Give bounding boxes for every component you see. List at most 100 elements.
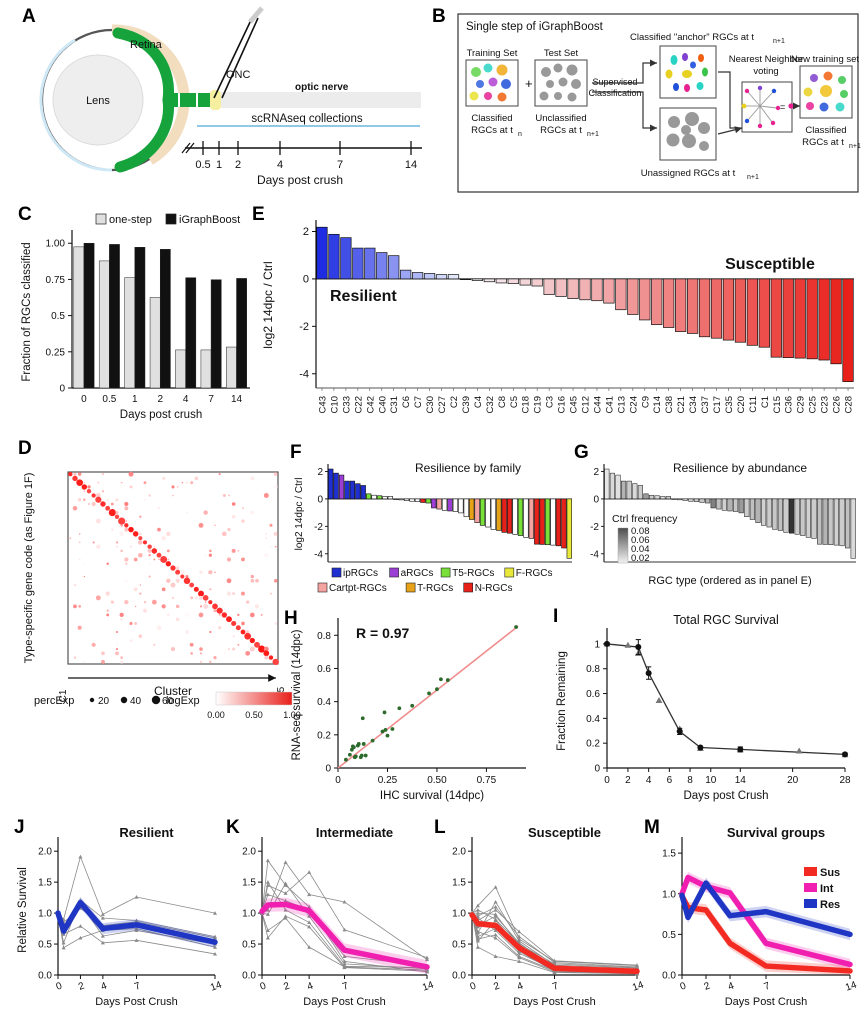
f-bar-41 xyxy=(550,498,556,546)
panel-i-label: I xyxy=(553,606,559,627)
d-colorbar-tick-0.00: 0.00 xyxy=(207,710,225,720)
f-legend-label-F-RGCs: F-RGCs xyxy=(516,568,553,579)
d-dot xyxy=(232,635,235,638)
e-xtick-label-C5: C5 xyxy=(509,396,520,408)
h-point-11 xyxy=(360,716,365,721)
e-bar-C36 xyxy=(782,278,794,358)
K-individual-marker xyxy=(265,928,270,933)
d-dot xyxy=(133,557,138,562)
K-individual-marker xyxy=(307,920,312,924)
panel-c-chart: 0 0.25 0.5 0.75 1.00 0 0.5 1 2 4 7 14 Days post crus… xyxy=(21,213,250,421)
g-bar-8 xyxy=(649,494,655,500)
d-dot xyxy=(264,552,269,558)
anchor-title: Classified "anchor" RGCs at t xyxy=(630,32,754,43)
g-bar-29 xyxy=(766,498,772,528)
f-bar-19 xyxy=(431,498,437,509)
d-dot xyxy=(73,472,77,476)
d-legend-dot-40 xyxy=(120,696,128,704)
d-dot xyxy=(158,558,160,561)
c-bar-one-step-14 xyxy=(226,346,237,389)
d-dot xyxy=(200,601,202,603)
M-band xyxy=(682,890,850,975)
c-yaxis-label: Fraction of RGCs classified xyxy=(21,242,33,381)
L-individual-marker xyxy=(493,904,498,909)
needle-left xyxy=(213,17,253,99)
d-dot xyxy=(189,582,195,588)
c-xtick-label: 2 xyxy=(157,394,163,405)
K-ytick-label: 0.5 xyxy=(242,940,256,951)
i-ytick-label: 0.6 xyxy=(586,689,600,700)
f-bar-26 xyxy=(469,498,475,520)
d-legend-size-tick-60: 60 xyxy=(162,696,174,707)
d-dot xyxy=(209,630,212,634)
panel-b: B Single step of iGraphBoost Training Se… xyxy=(430,0,863,200)
d-dot xyxy=(246,600,250,604)
e-bar-C19 xyxy=(531,278,543,287)
f-bar-43 xyxy=(561,498,567,549)
g-bar-10 xyxy=(660,496,666,500)
d-dot xyxy=(91,493,96,498)
d-yaxis-label: Type-specific gene code (as Figure 1F) xyxy=(23,473,35,664)
d-dot xyxy=(213,655,217,660)
d-dot xyxy=(218,614,221,616)
d-dot xyxy=(106,498,109,501)
d-dot xyxy=(208,570,213,575)
d-dot xyxy=(157,527,161,532)
g-bar-40 xyxy=(828,498,834,545)
J-individual-marker xyxy=(100,912,105,916)
d-dot xyxy=(124,501,129,507)
f-bar-23 xyxy=(452,498,459,512)
L-individual-marker xyxy=(635,963,639,967)
test-sub: n+1 xyxy=(587,131,599,138)
f-bar-18 xyxy=(425,498,431,504)
d-dot xyxy=(273,579,278,583)
e-xtick-label-C37: C37 xyxy=(700,396,711,413)
K-individual-marker xyxy=(283,881,288,885)
d-dot xyxy=(226,616,232,623)
c-ytick-label: 0.25 xyxy=(46,347,66,358)
c-bar-iGraphBoost-2 xyxy=(159,249,171,389)
e-bar-C37 xyxy=(698,278,711,338)
d-dot xyxy=(232,592,236,596)
e-bar-C23 xyxy=(818,278,830,361)
K-individual-marker xyxy=(342,899,347,904)
d-dot xyxy=(183,577,191,585)
panel-k-chart: 0.0 0.5 1.0 1.5 2.0 0 2 4 7 14 Intermediate Days Po… xyxy=(242,825,436,1008)
d-dot xyxy=(166,574,171,579)
f-legend-swatch-aRGCs xyxy=(389,567,399,578)
g-bar-5 xyxy=(632,483,638,500)
e-xtick-label-C24: C24 xyxy=(628,396,639,413)
h-point-18 xyxy=(385,733,390,738)
panel-k: K 0.0 0.5 1.0 1.5 2.0 0 2 4 7 14 Intermediate Days … xyxy=(222,815,437,1029)
h-ytick-label: 0.4 xyxy=(317,697,331,708)
d-dot xyxy=(194,596,198,600)
f-bar-22 xyxy=(447,498,453,512)
e-bar-C38 xyxy=(663,278,675,328)
d-x-start-label: C1 xyxy=(58,689,69,702)
d-dot xyxy=(254,641,260,648)
h-point-12 xyxy=(361,742,366,746)
c-bar-iGraphBoost-7 xyxy=(210,279,222,389)
d-dot xyxy=(142,608,148,613)
h-point-4 xyxy=(351,745,356,750)
d-dot xyxy=(72,506,78,511)
d-dot xyxy=(153,643,156,646)
d-dot xyxy=(170,646,176,652)
e-bar-C29 xyxy=(794,278,806,359)
nerve-seg2 xyxy=(196,93,198,107)
e-xtick-label-C31: C31 xyxy=(389,396,400,413)
training-sub: n xyxy=(518,131,522,138)
panel-d-label: D xyxy=(18,438,32,459)
L-individual-marker xyxy=(475,937,480,941)
K-individual-marker xyxy=(283,914,288,918)
d-dot xyxy=(87,502,91,506)
d-dot xyxy=(147,544,152,549)
d-dot xyxy=(258,645,266,653)
e-ytick-label: -2 xyxy=(299,321,309,333)
d-dot xyxy=(189,642,194,647)
d-dot xyxy=(95,518,101,524)
K-individual-line-3 xyxy=(261,912,428,971)
h-ytick-label: 0 xyxy=(325,764,331,775)
d-dot xyxy=(175,574,180,579)
d-dot xyxy=(213,609,217,613)
